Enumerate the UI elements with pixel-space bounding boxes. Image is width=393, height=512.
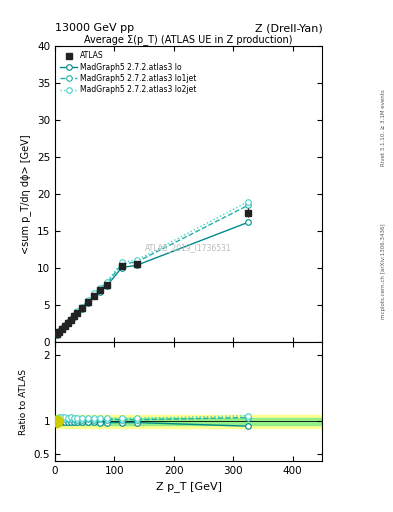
X-axis label: Z p_T [GeV]: Z p_T [GeV] (156, 481, 222, 492)
Text: 13000 GeV pp: 13000 GeV pp (55, 23, 134, 33)
Y-axis label: <sum p_T/dη dϕ> [GeV]: <sum p_T/dη dϕ> [GeV] (20, 134, 31, 254)
Text: Rivet 3.1.10, ≥ 3.1M events: Rivet 3.1.10, ≥ 3.1M events (381, 90, 386, 166)
Title: Average Σ(p_T) (ATLAS UE in Z production): Average Σ(p_T) (ATLAS UE in Z production… (84, 34, 293, 45)
Text: mcplots.cern.ch [arXiv:1306.3436]: mcplots.cern.ch [arXiv:1306.3436] (381, 224, 386, 319)
Legend: ATLAS, MadGraph5 2.7.2.atlas3 lo, MadGraph5 2.7.2.atlas3 lo1jet, MadGraph5 2.7.2: ATLAS, MadGraph5 2.7.2.atlas3 lo, MadGra… (59, 50, 198, 96)
Text: ATLAS_2019_I1736531: ATLAS_2019_I1736531 (145, 243, 232, 252)
Text: Z (Drell-Yan): Z (Drell-Yan) (255, 23, 322, 33)
Bar (55, 415, 322, 428)
Bar (55, 418, 322, 424)
Y-axis label: Ratio to ATLAS: Ratio to ATLAS (19, 369, 28, 435)
